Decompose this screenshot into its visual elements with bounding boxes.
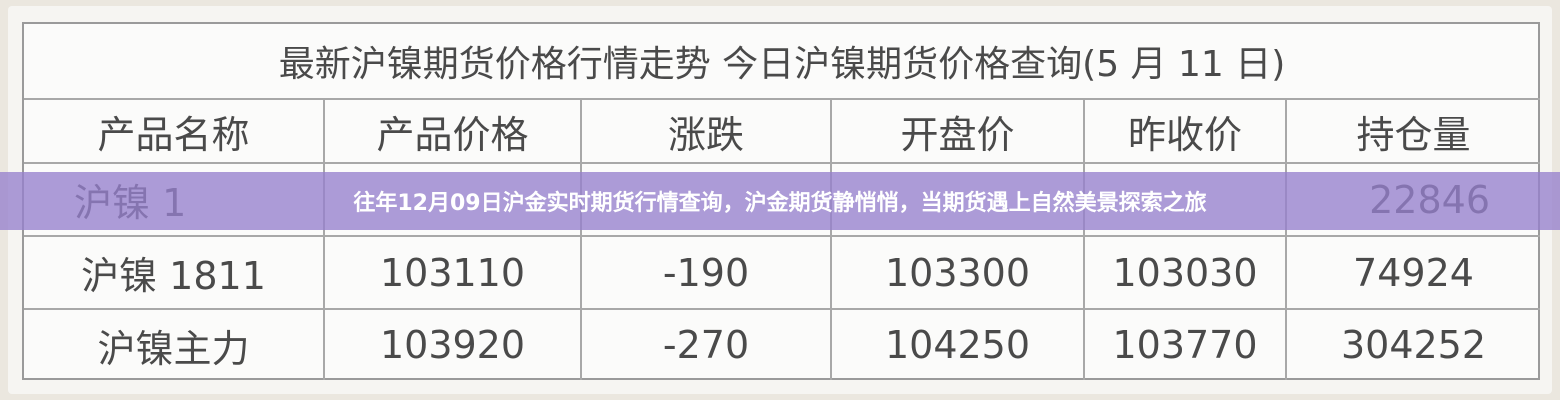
header-cell: 涨跌	[582, 100, 832, 164]
header-cell: 开盘价	[832, 100, 1085, 164]
table-cell: 74924	[1287, 237, 1540, 310]
header-cell: 持仓量	[1287, 100, 1540, 164]
table-cell: 304252	[1340, 323, 1487, 367]
caption-banner: 往年12月09日沪金实时期货行情查询，沪金期货静悄悄，当期货遇上自然美景探索之旅	[0, 172, 1560, 230]
table-cell: 103300	[832, 237, 1085, 310]
header-cell: 昨收价	[1085, 100, 1287, 164]
table-cell: 103920	[325, 310, 582, 380]
table-cell: 104250	[832, 310, 1085, 380]
table-cell: 103770	[1085, 310, 1287, 380]
header-cell: 产品价格	[325, 100, 582, 164]
table-cell: 103030	[1085, 237, 1287, 310]
table-cell: -270	[582, 310, 832, 380]
table-cell: 沪镍 1811	[24, 237, 325, 310]
table-title: 最新沪镍期货价格行情走势 今日沪镍期货价格查询(5 月 11 日)	[24, 24, 1540, 100]
header-cell: 产品名称	[24, 100, 325, 164]
table-cell: 103110	[325, 237, 582, 310]
table-cell: -190	[582, 237, 832, 310]
table-cell: 沪镍主力	[24, 310, 325, 380]
